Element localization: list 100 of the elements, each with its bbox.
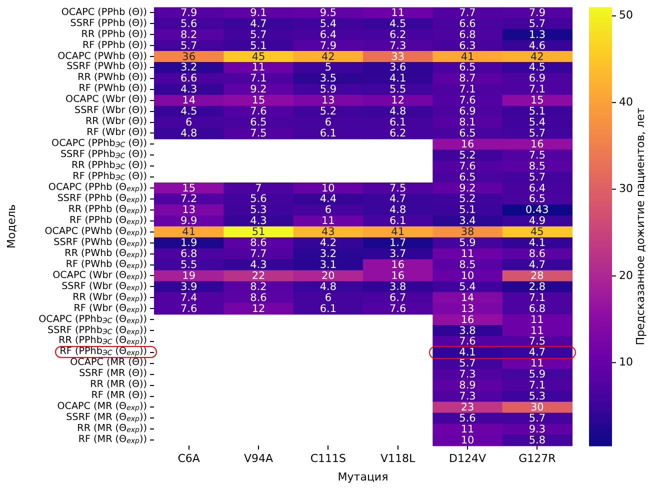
data-label: 7.1 [528,380,546,392]
data-label: 3.9 [180,280,198,293]
data-label: 7.7 [250,248,267,260]
data-label: 8.2 [250,280,267,293]
data-label: 10 [460,270,474,282]
y-tick-label: RF (MR (Θ)) [91,390,147,402]
data-label: 5.3 [250,204,267,216]
data-label: 7.5 [250,127,267,140]
y-tick-label: SSRF (PWhb (Θ$_{exp}$)) [54,236,147,248]
y-tick-label: OCAPC (MR (Θ$_{exp}$)) [57,401,147,412]
data-label: 5.7 [528,127,546,140]
data-label: 6 [324,292,332,304]
data-label: 4.7 [250,18,267,30]
data-label: 5.9 [320,84,337,96]
data-label: 5.2 [459,149,476,162]
y-tick-label: RF (Wbr (Θ)) [86,127,147,138]
data-label: 7.4 [180,292,198,304]
data-label: 4.1 [389,72,406,85]
x-axis-title: Мутация [338,470,388,484]
data-label: 7.3 [459,368,476,381]
data-label: 45 [530,226,544,238]
data-label: 11 [460,423,474,436]
data-label: 6.7 [389,292,406,304]
data-label: 7.3 [389,40,406,52]
data-label: 1.9 [180,237,198,250]
data-label: 38 [460,226,474,238]
color-bar-label: 30 [619,182,633,196]
data-label: 41 [460,50,474,63]
data-label: 5.6 [180,18,198,30]
data-label: 6.6 [180,72,198,85]
data-label: 28 [530,270,544,282]
data-label: 7.6 [459,336,476,348]
y-tick-label: RF (PPhb (Θ$_{exp}$)) [70,214,147,226]
data-label: 15 [182,182,196,194]
data-label: 3.2 [180,62,198,74]
data-label: 9.5 [320,6,337,19]
data-label: 3.8 [389,280,406,293]
data-label: 5.5 [389,84,406,96]
data-label: 15 [530,94,544,107]
data-label: 5.1 [528,106,546,118]
data-label: 11 [530,358,544,370]
data-label: 1.3 [528,28,546,41]
data-label: 8.2 [180,28,198,41]
data-label: 6 [324,116,332,129]
data-label: 6.6 [459,18,476,30]
data-label: 6.9 [528,72,546,85]
data-label: 41 [182,226,196,238]
data-label: 7.9 [320,40,337,52]
data-label: 15 [252,94,266,107]
data-label: 7.9 [528,6,546,19]
y-tick-label: RF (PWhb (Θ)) [78,83,147,94]
data-label: 10 [460,434,474,446]
data-label: 4.1 [459,346,476,359]
y-tick-label: RR (PPhb (Θ)) [81,28,147,40]
data-label: 16 [391,258,405,271]
color-bar-label: 10 [619,355,633,368]
data-label: 3.1 [320,258,337,271]
data-label: 1.7 [389,237,406,250]
data-label: 16 [530,138,544,150]
data-label: 13 [182,204,196,216]
data-label: 11 [530,324,544,337]
data-label: 8.1 [459,116,476,129]
data-label: 6.5 [459,171,476,184]
data-label: 7.1 [528,84,546,96]
data-label: 23 [460,401,474,414]
data-label: 7.6 [459,94,476,107]
data-label: 7.7 [459,6,476,19]
data-label: 4.8 [389,106,406,118]
data-label: 11 [321,215,335,228]
data-label: 4.7 [389,193,406,206]
data-label: 6.1 [389,116,406,129]
y-tick-label: RR (Wbr (Θ$_{exp}$)) [72,292,147,303]
y-tick-label: RR (PPhb (Θ$_{exp}$)) [68,204,147,215]
data-label: 16 [460,138,474,150]
y-tick-label: RR (PPhb$_{ЭС}$ (Θ$_{exp}$)) [58,335,147,346]
data-label: 10 [321,182,335,194]
y-tick-label: SSRF (PWhb (Θ)) [66,61,147,72]
data-label: 6.3 [459,40,476,52]
data-label: 14 [182,94,196,107]
data-label: 6.4 [320,28,337,41]
data-label: 4.9 [528,215,546,228]
y-tick-label: RR (Wbr (Θ)) [86,116,147,128]
data-label: 19 [182,270,196,282]
data-label: 6.5 [250,116,267,129]
data-label: 7.9 [180,6,198,19]
y-tick-label: RR (MR (Θ$_{exp}$)) [77,423,147,434]
data-label: 4.5 [528,62,546,74]
color-bar-title: Предсказанное дожитие пациентов, лет [634,107,647,346]
data-label: 5.7 [180,40,198,52]
data-label: 12 [391,94,405,107]
data-label: 6 [324,204,332,216]
y-tick-label: RF (PWhb (Θ$_{exp}$)) [66,258,147,270]
y-tick-label: RF (PPhb$_{ЭС}$ (Θ$_{exp}$)) [60,346,147,358]
data-label: 5.9 [528,368,546,381]
data-label: 5.6 [459,412,476,424]
color-bar-label: 50 [619,8,633,22]
data-label: 11 [252,62,266,74]
data-label: 7.1 [459,84,476,96]
y-tick-label: OCAPC (Wbr (Θ)) [66,94,147,106]
data-label: 5.4 [528,116,546,129]
